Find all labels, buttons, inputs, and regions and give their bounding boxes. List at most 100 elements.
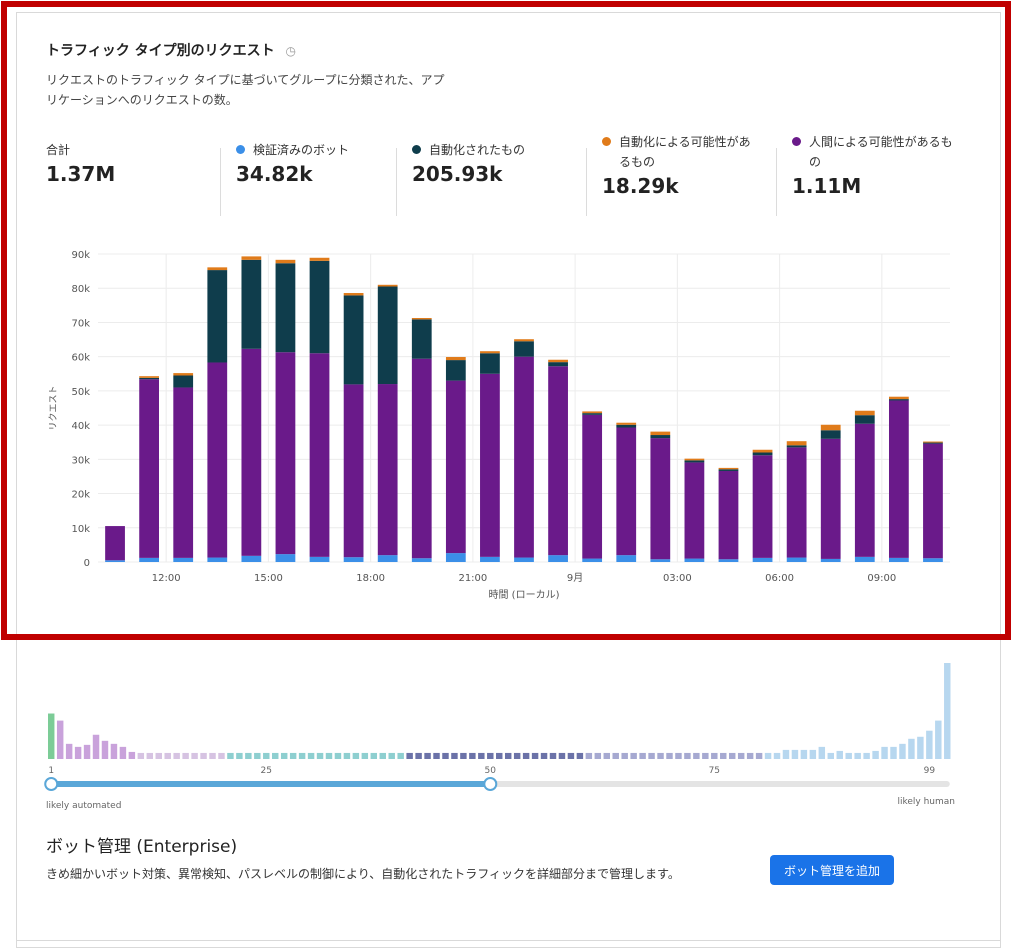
- bar-segment[interactable]: [480, 373, 500, 557]
- bar-segment[interactable]: [173, 387, 194, 558]
- bar-segment[interactable]: [207, 362, 228, 558]
- bar-segment[interactable]: [343, 295, 364, 385]
- bar-segment[interactable]: [275, 263, 296, 353]
- bar-segment[interactable]: [854, 410, 875, 416]
- bar-segment[interactable]: [411, 317, 432, 320]
- bar-segment[interactable]: [173, 375, 194, 388]
- bar-segment[interactable]: [343, 557, 364, 562]
- bar-segment[interactable]: [377, 286, 398, 385]
- bar-segment[interactable]: [650, 438, 671, 560]
- bar-segment[interactable]: [411, 358, 432, 559]
- bar-segment[interactable]: [923, 441, 943, 443]
- bar-segment[interactable]: [582, 414, 603, 559]
- bar-segment[interactable]: [139, 557, 160, 562]
- bar-segment[interactable]: [548, 555, 568, 562]
- bar-segment[interactable]: [888, 557, 909, 562]
- bar-segment[interactable]: [820, 558, 841, 562]
- bar-segment[interactable]: [445, 380, 466, 554]
- bar-segment[interactable]: [616, 424, 637, 428]
- bar-segment[interactable]: [207, 557, 228, 562]
- bar-segment[interactable]: [105, 560, 125, 562]
- bar-segment[interactable]: [480, 351, 500, 354]
- bar-segment[interactable]: [582, 558, 603, 562]
- bar-segment[interactable]: [514, 356, 534, 558]
- slider-handle-max[interactable]: [483, 777, 498, 791]
- bar-segment[interactable]: [718, 470, 739, 560]
- clock-icon[interactable]: ◷: [285, 44, 296, 58]
- bar-segment[interactable]: [139, 379, 160, 558]
- bar-segment[interactable]: [548, 362, 568, 367]
- bar-segment[interactable]: [207, 267, 228, 271]
- bar-segment[interactable]: [786, 557, 807, 562]
- bar-segment[interactable]: [854, 556, 875, 562]
- slider-handle-min[interactable]: [44, 777, 59, 791]
- bar-segment[interactable]: [139, 377, 160, 380]
- bar-segment[interactable]: [445, 357, 466, 361]
- bar-segment[interactable]: [241, 555, 262, 562]
- bar-segment[interactable]: [207, 270, 228, 363]
- bar-segment[interactable]: [616, 427, 637, 556]
- bar-segment[interactable]: [309, 556, 330, 562]
- bar-segment[interactable]: [411, 558, 432, 562]
- bar-segment[interactable]: [275, 259, 296, 264]
- bar-segment[interactable]: [275, 554, 296, 562]
- bar-segment[interactable]: [684, 458, 705, 461]
- bar-segment[interactable]: [684, 558, 705, 562]
- bar-segment[interactable]: [820, 424, 841, 431]
- bar-segment[interactable]: [514, 341, 534, 357]
- bar-segment[interactable]: [752, 452, 773, 456]
- bar-segment[interactable]: [548, 359, 568, 363]
- bar-segment[interactable]: [445, 553, 466, 562]
- bar-segment[interactable]: [888, 399, 909, 401]
- bar-segment[interactable]: [309, 260, 330, 354]
- bar-segment[interactable]: [888, 400, 909, 558]
- bar-segment[interactable]: [139, 376, 160, 378]
- bar-segment[interactable]: [854, 415, 875, 424]
- bar-segment[interactable]: [718, 469, 739, 471]
- bar-segment[interactable]: [752, 449, 773, 453]
- bar-segment[interactable]: [650, 435, 671, 439]
- bar-segment[interactable]: [173, 373, 194, 376]
- bar-segment[interactable]: [241, 259, 262, 349]
- bar-segment[interactable]: [514, 557, 534, 562]
- bar-segment[interactable]: [923, 442, 943, 444]
- bar-segment[interactable]: [786, 441, 807, 446]
- bar-segment[interactable]: [377, 384, 398, 556]
- bar-segment[interactable]: [241, 348, 262, 556]
- bar-segment[interactable]: [514, 339, 534, 342]
- bar-segment[interactable]: [684, 460, 705, 463]
- bar-segment[interactable]: [616, 422, 637, 425]
- bar-segment[interactable]: [820, 430, 841, 439]
- bar-segment[interactable]: [309, 257, 330, 261]
- bar-segment[interactable]: [548, 366, 568, 556]
- add-bot-management-button[interactable]: ボット管理を追加: [770, 855, 894, 885]
- bar-segment[interactable]: [650, 431, 671, 436]
- bar-segment[interactable]: [275, 352, 296, 555]
- bar-segment[interactable]: [718, 467, 739, 470]
- bar-segment[interactable]: [650, 559, 671, 562]
- bar-segment[interactable]: [854, 423, 875, 557]
- bar-segment[interactable]: [343, 293, 364, 296]
- bar-segment[interactable]: [820, 438, 841, 559]
- bar-segment[interactable]: [582, 411, 603, 414]
- bar-segment[interactable]: [786, 447, 807, 558]
- bar-segment[interactable]: [411, 319, 432, 359]
- bar-segment[interactable]: [786, 445, 807, 448]
- bar-segment[interactable]: [752, 455, 773, 558]
- bar-segment[interactable]: [923, 443, 943, 559]
- bar-segment[interactable]: [377, 555, 398, 562]
- bar-segment[interactable]: [752, 557, 773, 562]
- bar-segment[interactable]: [480, 353, 500, 374]
- bar-segment[interactable]: [343, 384, 364, 558]
- bar-segment[interactable]: [582, 413, 603, 415]
- bar-segment[interactable]: [445, 360, 466, 381]
- bar-segment[interactable]: [309, 353, 330, 557]
- bar-segment[interactable]: [718, 559, 739, 562]
- bar-segment[interactable]: [241, 256, 262, 260]
- bar-segment[interactable]: [923, 558, 943, 562]
- bar-segment[interactable]: [377, 284, 398, 287]
- bar-segment[interactable]: [888, 396, 909, 400]
- bar-segment[interactable]: [616, 555, 637, 562]
- bar-segment[interactable]: [105, 526, 125, 561]
- bar-segment[interactable]: [684, 462, 705, 559]
